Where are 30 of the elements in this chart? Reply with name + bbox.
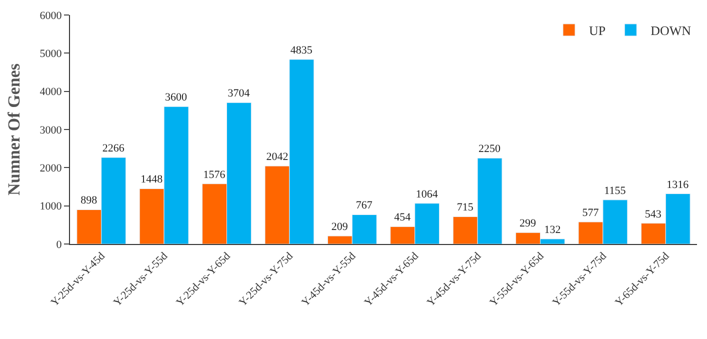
y-tick-label: 4000	[40, 86, 62, 98]
data-label: 299	[520, 218, 537, 230]
data-label: 2266	[102, 142, 125, 155]
data-label: 2042	[266, 151, 288, 164]
data-label: 898	[80, 194, 98, 207]
y-tick-label: 2000	[40, 162, 62, 175]
legend-label: UP	[589, 23, 606, 38]
data-label: 1576	[203, 168, 226, 181]
data-label: 1155	[604, 184, 626, 197]
data-label: 767	[356, 200, 373, 212]
data-label: 4835	[290, 44, 313, 56]
y-tick-label: 5000	[40, 48, 62, 60]
data-label: 1448	[140, 174, 164, 186]
y-axis-title: Numner Of Genes	[4, 63, 24, 196]
data-label: 715	[456, 202, 474, 214]
data-label: 3600	[165, 92, 188, 104]
y-tick-label: 3000	[40, 124, 62, 136]
data-label: 577	[582, 206, 600, 219]
data-label: 132	[544, 224, 561, 236]
data-label: 543	[644, 208, 662, 220]
data-label: 3704	[228, 88, 250, 100]
data-label: 2250	[478, 143, 502, 156]
data-label: 209	[331, 221, 348, 234]
data-label: 1064	[416, 188, 438, 200]
y-tick-label: 6000	[40, 10, 62, 22]
legend-label: DOWN	[650, 23, 692, 38]
y-tick-label: 1000	[40, 200, 62, 213]
data-label: 454	[394, 212, 412, 224]
data-label: 1316	[666, 178, 690, 191]
y-tick-label: 0	[56, 238, 62, 251]
